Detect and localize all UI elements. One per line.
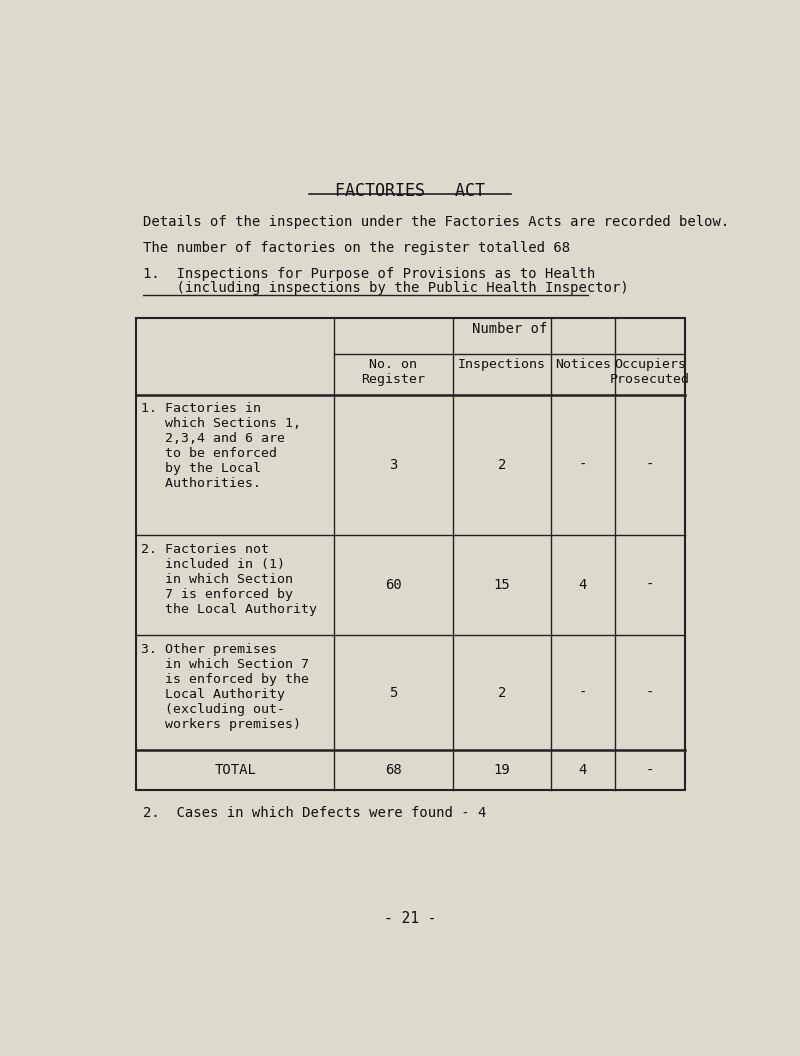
Text: The number of factories on the register totalled 68: The number of factories on the register …: [142, 241, 570, 254]
Text: 1. Factories in
   which Sections 1,
   2,3,4 and 6 are
   to be enforced
   by : 1. Factories in which Sections 1, 2,3,4 …: [141, 402, 301, 490]
Text: - 21 -: - 21 -: [384, 910, 436, 925]
Text: -: -: [646, 685, 654, 700]
Text: Details of the inspection under the Factories Acts are recorded below.: Details of the inspection under the Fact…: [142, 215, 729, 229]
Text: 4: 4: [578, 578, 587, 591]
Text: Number of: Number of: [472, 322, 547, 336]
Text: FACTORIES   ACT: FACTORIES ACT: [335, 183, 485, 201]
Text: 2: 2: [498, 457, 506, 472]
Text: 60: 60: [385, 578, 402, 591]
Text: 2.  Cases in which Defects were found - 4: 2. Cases in which Defects were found - 4: [142, 806, 486, 819]
Text: 4: 4: [578, 763, 587, 777]
Text: -: -: [646, 763, 654, 777]
Text: 2: 2: [498, 685, 506, 700]
Text: -: -: [578, 457, 587, 472]
Text: 19: 19: [494, 763, 510, 777]
Text: 1.  Inspections for Purpose of Provisions as to Health: 1. Inspections for Purpose of Provisions…: [142, 267, 595, 281]
Text: -: -: [578, 685, 587, 700]
Text: 5: 5: [389, 685, 398, 700]
Text: 3: 3: [389, 457, 398, 472]
Text: TOTAL: TOTAL: [214, 763, 256, 777]
Text: No. on
Register: No. on Register: [362, 358, 426, 385]
Text: Occupiers
Prosecuted: Occupiers Prosecuted: [610, 358, 690, 385]
Text: Inspections: Inspections: [458, 358, 546, 371]
Text: -: -: [646, 578, 654, 591]
Text: 15: 15: [494, 578, 510, 591]
Text: (including inspections by the Public Health Inspector): (including inspections by the Public Hea…: [142, 282, 628, 296]
Text: 2. Factories not
   included in (1)
   in which Section
   7 is enforced by
   t: 2. Factories not included in (1) in whic…: [141, 543, 317, 616]
Text: 68: 68: [385, 763, 402, 777]
Text: Notices: Notices: [555, 358, 611, 371]
Text: 3. Other premises
   in which Section 7
   is enforced by the
   Local Authority: 3. Other premises in which Section 7 is …: [141, 643, 309, 731]
Text: -: -: [646, 457, 654, 472]
Bar: [137, 318, 685, 791]
